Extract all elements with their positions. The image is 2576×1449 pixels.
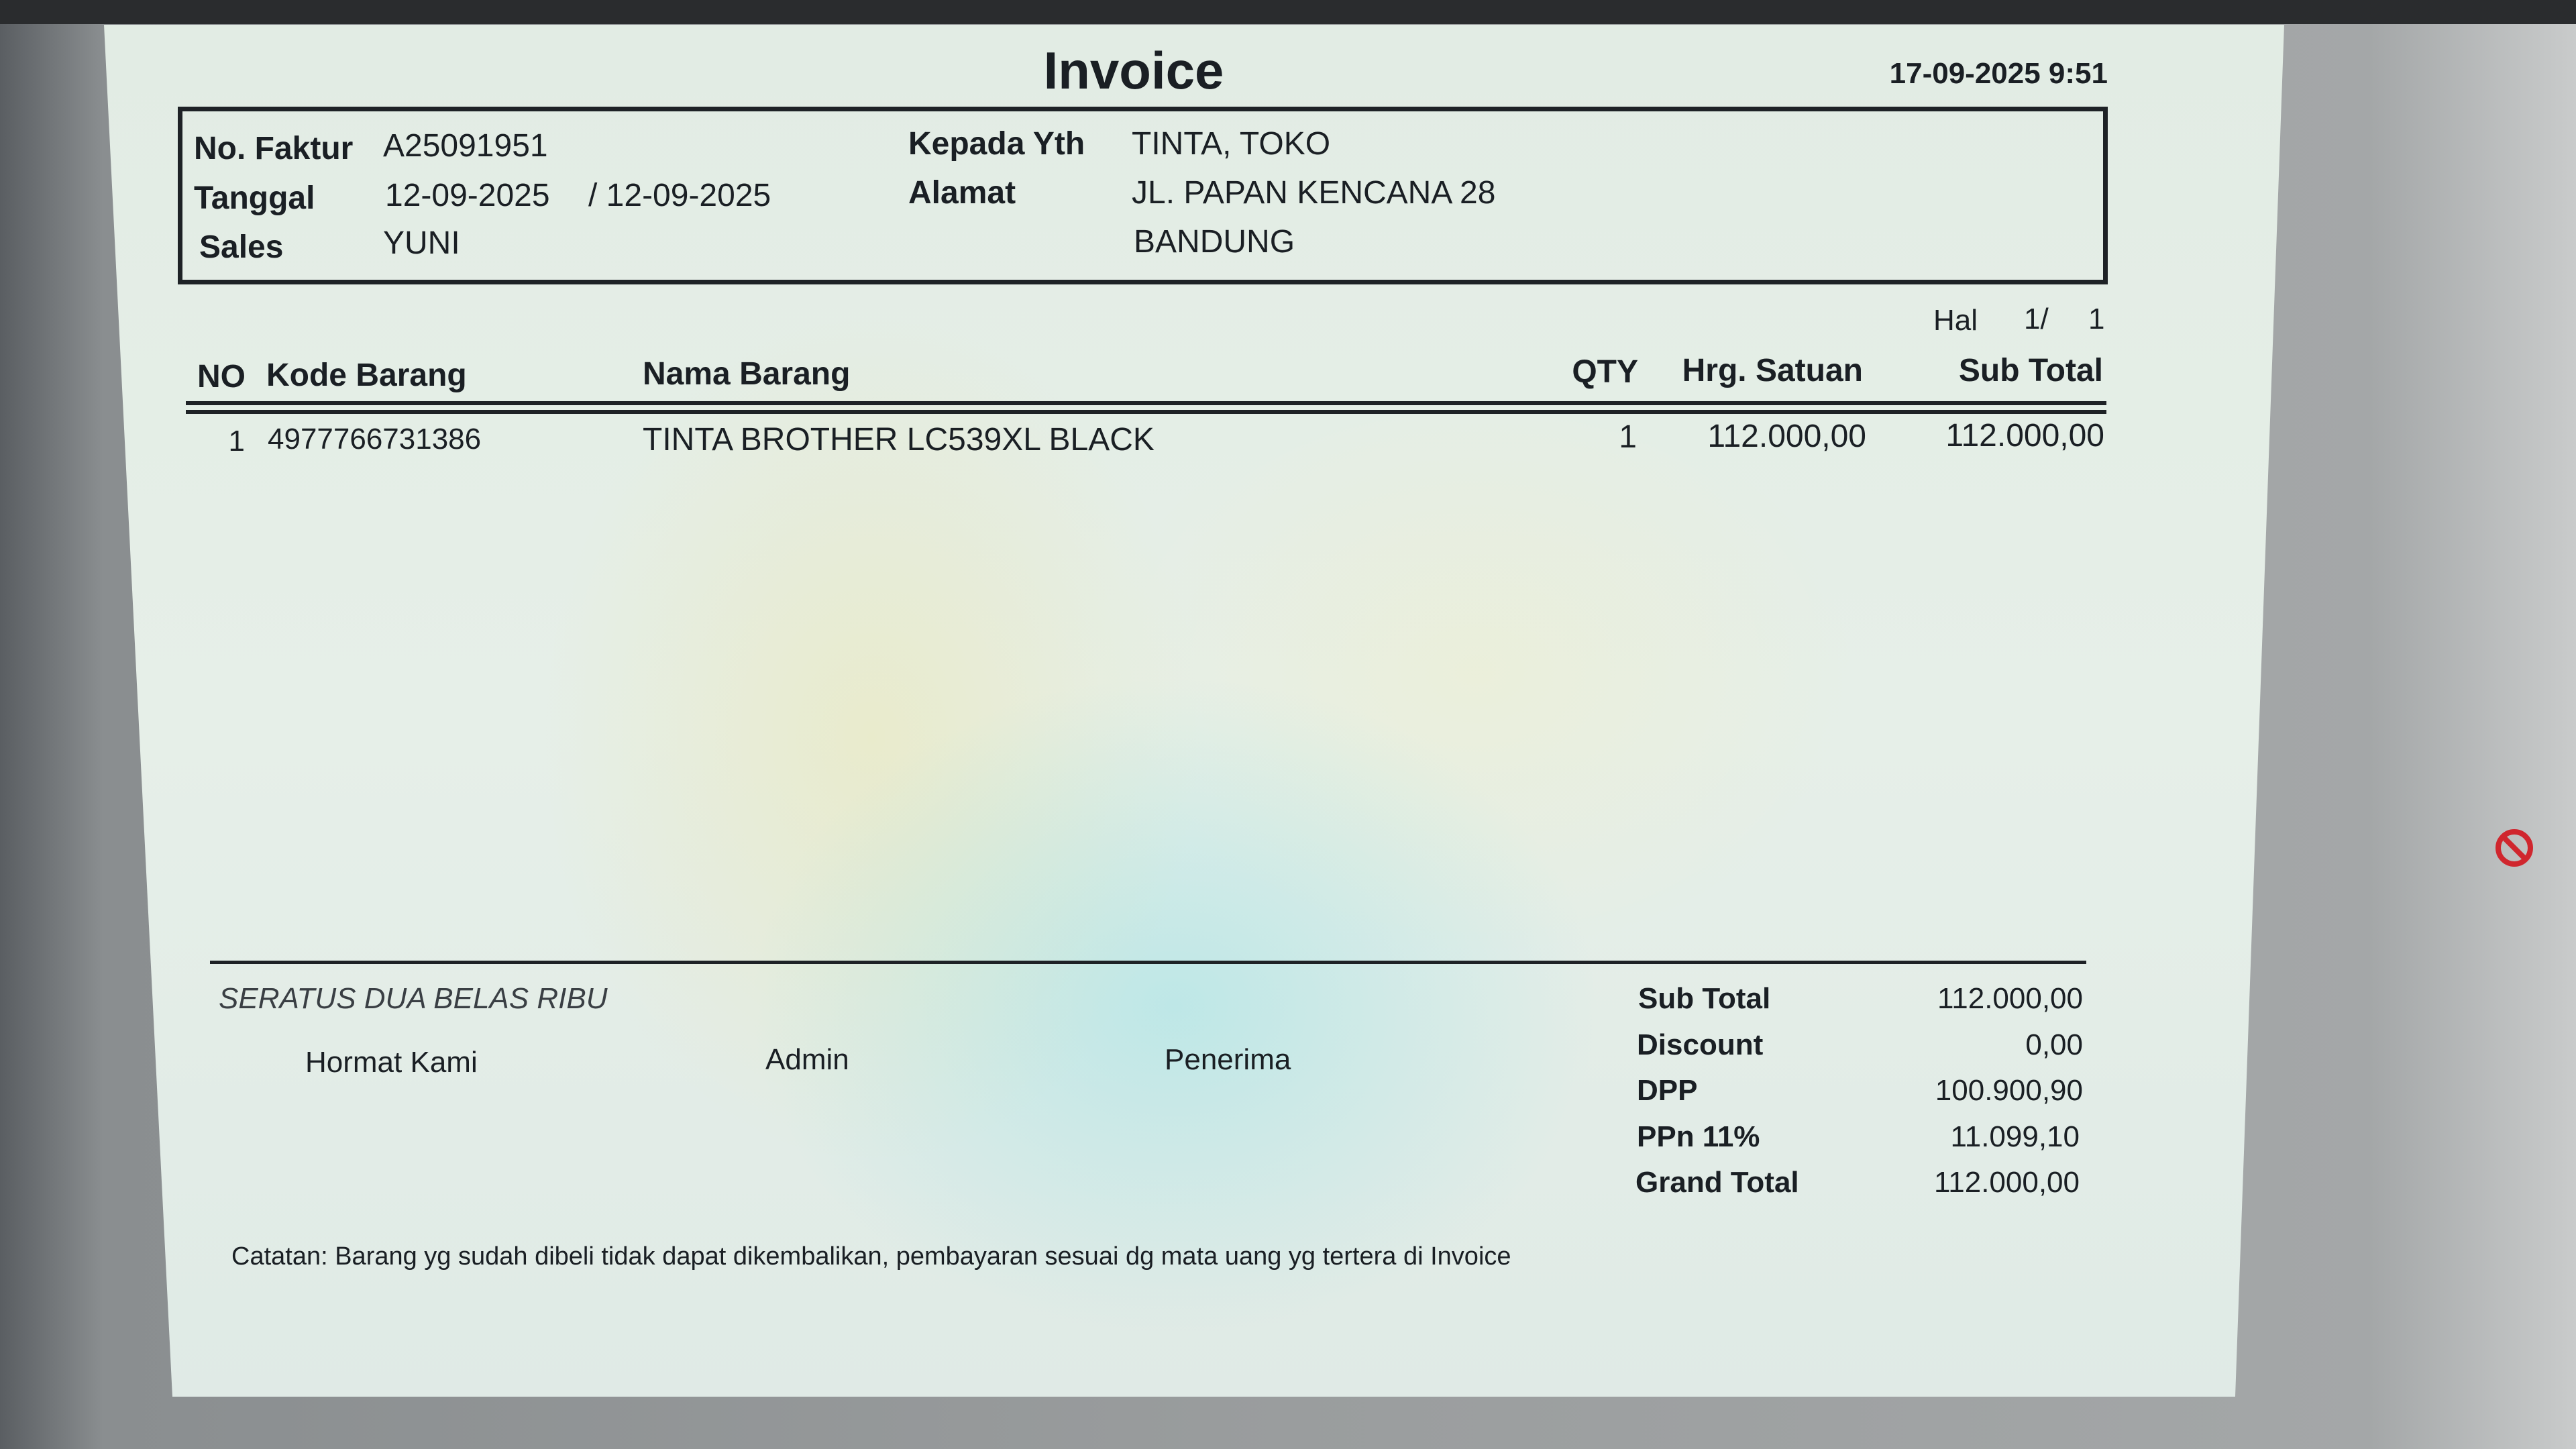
item-harga: 112.000,00 xyxy=(1707,419,1866,454)
page-label: Hal xyxy=(1933,304,1978,337)
summary-label: Sub Total xyxy=(1638,982,1771,1015)
signature-admin: Admin xyxy=(765,1043,849,1076)
col-nama-barang: Nama Barang xyxy=(643,356,851,392)
col-kode-barang: Kode Barang xyxy=(266,358,467,393)
summary-value: 100.900,90 xyxy=(1935,1074,2083,1107)
alamat-line-2: BANDUNG xyxy=(1134,224,1295,260)
alamat-line-1: JL. PAPAN KENCANA 28 xyxy=(1132,175,1496,211)
no-faktur-value: A25091951 xyxy=(383,128,548,164)
kepada-label: Kepada Yth xyxy=(908,126,1085,162)
sales-value: YUNI xyxy=(383,225,460,261)
summary-value: 112.000,00 xyxy=(1934,1166,2080,1199)
summary-label: DPP xyxy=(1637,1074,1698,1107)
header-divider-top xyxy=(186,401,2106,405)
printed-timestamp: 17-09-2025 9:51 xyxy=(1889,57,2108,90)
summary-value: 11.099,10 xyxy=(1950,1120,2080,1153)
terbilang: SERATUS DUA BELAS RIBU xyxy=(219,982,608,1015)
sales-label: Sales xyxy=(199,229,284,265)
tanggal-value-2: / 12-09-2025 xyxy=(588,178,771,213)
col-harga-satuan: Hrg. Satuan xyxy=(1682,353,1863,388)
no-sign-icon xyxy=(2494,828,2534,868)
col-qty: QTY xyxy=(1572,354,1638,390)
footer-note: Catatan: Barang yg sudah dibeli tidak da… xyxy=(231,1242,1511,1271)
page-current: 1/ xyxy=(2024,303,2049,335)
alamat-label: Alamat xyxy=(908,175,1016,211)
invoice-title: Invoice xyxy=(1043,41,1224,100)
tanggal-label: Tanggal xyxy=(194,180,315,216)
item-subtotal: 112.000,00 xyxy=(1945,418,2104,453)
summary-label: Grand Total xyxy=(1635,1166,1799,1199)
page-total: 1 xyxy=(2088,303,2105,335)
col-sub-total: Sub Total xyxy=(1958,353,2103,388)
item-no: 1 xyxy=(228,425,245,458)
col-no: NO xyxy=(197,359,246,394)
footer-divider xyxy=(210,961,2086,964)
kepada-value: TINTA, TOKO xyxy=(1132,126,1331,162)
summary-label: Discount xyxy=(1637,1028,1764,1061)
screen-top-bezel xyxy=(0,0,2576,24)
item-nama: TINTA BROTHER LC539XL BLACK xyxy=(643,422,1155,458)
header-box xyxy=(178,107,2108,284)
item-kode: 4977766731386 xyxy=(268,423,482,455)
tanggal-value: 12-09-2025 xyxy=(385,178,550,213)
summary-label: PPn 11% xyxy=(1637,1120,1760,1153)
signature-penerima: Penerima xyxy=(1165,1043,1291,1076)
summary-value: 112.000,00 xyxy=(1937,982,2083,1015)
summary-value: 0,00 xyxy=(2025,1028,2083,1061)
header-divider-bottom xyxy=(186,410,2106,414)
item-qty: 1 xyxy=(1619,419,1637,455)
no-faktur-label: No. Faktur xyxy=(194,131,354,166)
signature-hormat-kami: Hormat Kami xyxy=(305,1046,478,1079)
